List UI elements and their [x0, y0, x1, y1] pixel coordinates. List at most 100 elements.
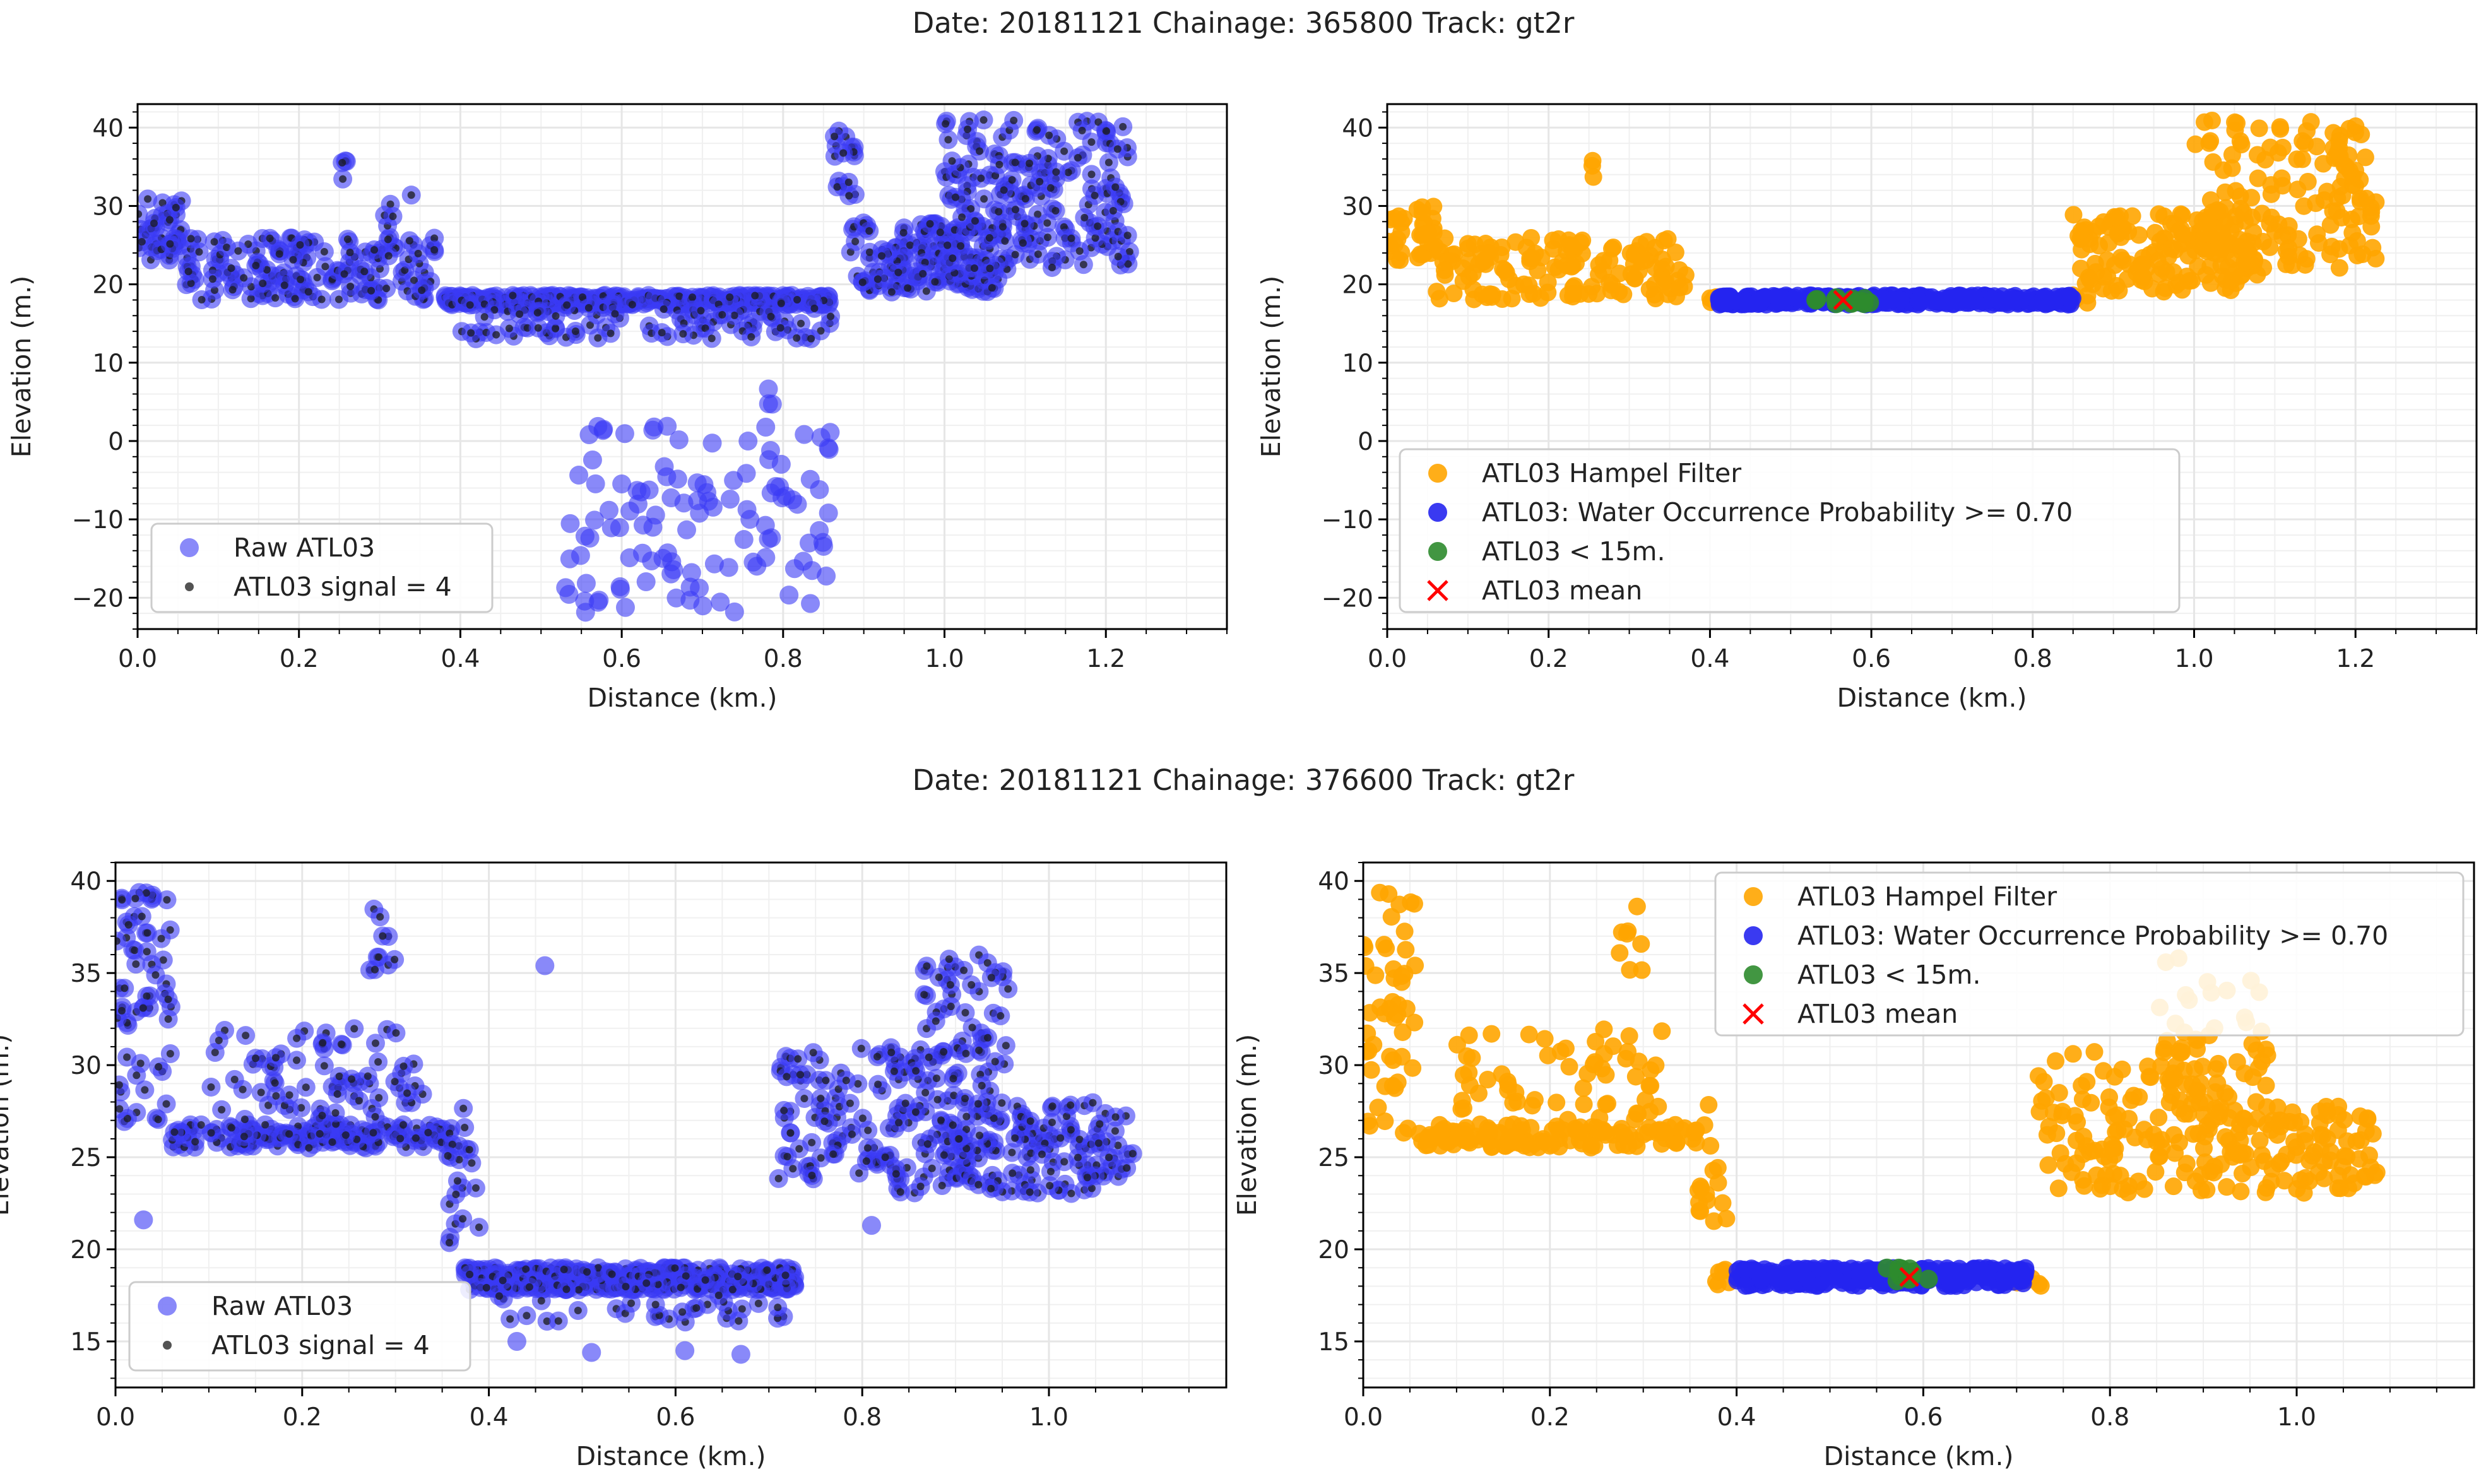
- signal-point: [689, 293, 697, 302]
- signal-point: [466, 301, 474, 309]
- raw-point: [813, 533, 832, 552]
- signal-point: [1048, 263, 1056, 271]
- signal-point: [163, 896, 171, 904]
- signal-point: [459, 1104, 468, 1112]
- signal-point: [1109, 207, 1117, 215]
- signal-point: [328, 1138, 336, 1146]
- signal-point: [211, 1048, 219, 1056]
- signal-point: [467, 329, 475, 337]
- signal-point: [1125, 248, 1133, 256]
- signal-point: [995, 160, 1003, 168]
- signal-point: [198, 295, 206, 303]
- signal-point: [763, 1266, 771, 1275]
- signal-point: [379, 932, 387, 940]
- hampel-point: [1583, 278, 1601, 296]
- raw-point: [819, 504, 838, 523]
- signal-point: [1021, 195, 1029, 203]
- signal-point: [391, 1078, 399, 1086]
- signal-point: [682, 1272, 690, 1280]
- signal-point: [873, 275, 882, 283]
- signal-point: [1079, 261, 1087, 269]
- hampel-point: [2250, 119, 2268, 138]
- y-tick-label: 10: [1342, 350, 1373, 378]
- signal-point: [492, 331, 500, 339]
- signal-point: [1123, 232, 1132, 240]
- hampel-point: [1497, 263, 1515, 281]
- signal-point: [371, 1112, 379, 1121]
- signal-point: [1060, 147, 1068, 155]
- raw-point: [627, 481, 647, 500]
- signal-point: [833, 183, 841, 191]
- legend-label: ATL03: Water Occurrence Probability >= 0…: [1482, 497, 2073, 527]
- signal-point: [139, 1004, 147, 1012]
- signal-point: [874, 1080, 882, 1088]
- raw-point: [762, 528, 781, 548]
- signal-point: [302, 1083, 310, 1092]
- signal-point: [115, 1105, 124, 1113]
- chart-panel-a2: 0.0 0.2 0.4 0.6 0.8 1.0 1.2−20−10010203040Dist…: [1256, 103, 2478, 713]
- signal-point: [291, 295, 299, 303]
- hampel-point: [1646, 259, 1664, 277]
- raw-point: [560, 514, 580, 533]
- signal-point: [207, 1083, 215, 1091]
- raw-point: [569, 466, 589, 485]
- y-tick-label: −20: [1322, 584, 1373, 613]
- hampel-point: [1392, 223, 1411, 241]
- hampel-point: [2299, 172, 2317, 191]
- raw-point: [699, 492, 718, 511]
- signal-point: [155, 1063, 163, 1071]
- signal-point: [338, 158, 346, 167]
- signal-point: [926, 220, 934, 228]
- signal-point: [574, 1306, 582, 1314]
- signal-point: [858, 278, 867, 286]
- signal-point: [1114, 252, 1122, 261]
- signal-point: [247, 295, 255, 303]
- hampel-point: [1583, 156, 1601, 175]
- signal-point: [304, 288, 312, 296]
- signal-point: [499, 1276, 507, 1285]
- hampel-point: [1610, 264, 1628, 283]
- legend-box: [150, 522, 494, 613]
- hampel-point: [1666, 243, 1684, 261]
- signal-point: [369, 1129, 377, 1137]
- signal-point: [170, 1128, 179, 1136]
- raw-point: [615, 598, 635, 617]
- signal-point: [1078, 126, 1086, 134]
- signal-point: [734, 1273, 742, 1281]
- hampel-point: [2123, 207, 2141, 225]
- hampel-point: [2296, 256, 2314, 274]
- signal-point: [505, 324, 513, 333]
- raw-point: [644, 417, 664, 437]
- signal-point: [1091, 234, 1099, 242]
- signal-point: [305, 1144, 313, 1152]
- signal-point: [164, 995, 172, 1003]
- x-tick-label: 0.8: [764, 645, 803, 673]
- hampel-point: [2173, 225, 2191, 243]
- hampel-point: [2244, 223, 2263, 242]
- signal-point: [242, 1032, 250, 1040]
- hampel-point: [1564, 285, 1582, 303]
- signal-point: [115, 1081, 123, 1089]
- signal-point: [916, 1182, 925, 1191]
- hampel-point: [2203, 111, 2221, 129]
- y-tick-label: 30: [1342, 192, 1373, 221]
- raw-point: [761, 483, 781, 503]
- signal-point: [350, 1025, 358, 1033]
- hampel-point: [2332, 208, 2350, 227]
- signal-point: [949, 254, 957, 262]
- hampel-point: [1436, 229, 1454, 247]
- legend-label: Raw ATL03: [234, 533, 375, 563]
- signal-point: [208, 275, 216, 283]
- signal-point: [320, 247, 328, 256]
- x-axis-label: Distance (km.): [1837, 683, 2027, 713]
- signal-point: [132, 960, 140, 968]
- hampel-point: [2318, 182, 2336, 201]
- y-tick-label: −10: [1322, 506, 1373, 534]
- hampel-point: [2266, 222, 2284, 240]
- signal-point: [738, 1305, 746, 1313]
- signal-point: [839, 149, 848, 157]
- signal-point: [405, 237, 413, 245]
- signal-point: [166, 240, 174, 248]
- signal-point: [384, 252, 393, 260]
- raw-point: [662, 552, 682, 572]
